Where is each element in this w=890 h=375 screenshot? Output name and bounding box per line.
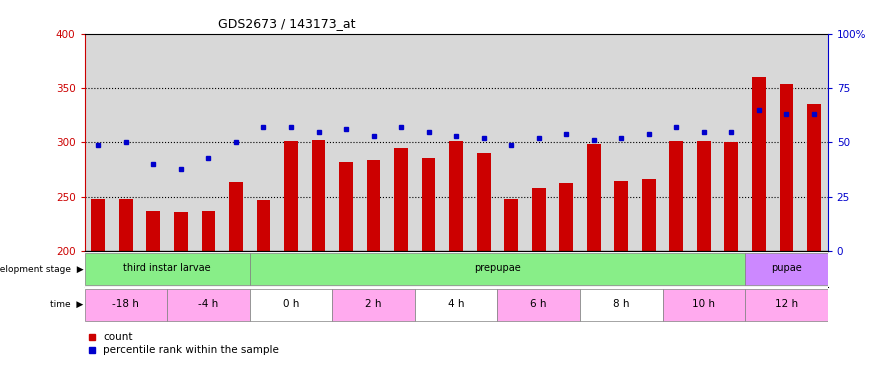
Text: -4 h: -4 h xyxy=(198,299,219,309)
Bar xyxy=(807,104,821,251)
Bar xyxy=(745,289,828,321)
Text: count: count xyxy=(103,332,133,342)
Bar xyxy=(662,289,745,321)
Bar xyxy=(147,211,160,251)
Bar xyxy=(394,148,408,251)
Bar xyxy=(477,153,490,251)
Bar xyxy=(85,253,250,285)
Text: -18 h: -18 h xyxy=(112,299,139,309)
Bar xyxy=(752,77,765,251)
Bar xyxy=(669,141,684,251)
Text: GDS2673 / 143173_at: GDS2673 / 143173_at xyxy=(218,17,356,30)
Bar xyxy=(250,289,332,321)
Bar xyxy=(780,84,793,251)
Bar xyxy=(312,140,326,251)
Bar xyxy=(339,162,353,251)
Bar xyxy=(505,199,518,251)
Text: 4 h: 4 h xyxy=(448,299,465,309)
Bar xyxy=(167,289,250,321)
Text: percentile rank within the sample: percentile rank within the sample xyxy=(103,345,279,355)
Bar xyxy=(587,144,601,251)
Text: pupae: pupae xyxy=(771,263,802,273)
Bar xyxy=(201,211,215,251)
Bar xyxy=(256,200,271,251)
Text: 0 h: 0 h xyxy=(283,299,299,309)
Bar xyxy=(642,180,656,251)
Text: 2 h: 2 h xyxy=(365,299,382,309)
Bar xyxy=(559,183,573,251)
Text: 6 h: 6 h xyxy=(530,299,547,309)
Bar xyxy=(284,141,298,251)
Bar xyxy=(85,289,167,321)
Bar xyxy=(532,188,546,251)
Bar xyxy=(745,253,828,285)
Bar xyxy=(449,141,463,251)
Text: third instar larvae: third instar larvae xyxy=(124,263,211,273)
Bar xyxy=(614,180,628,251)
Text: 8 h: 8 h xyxy=(613,299,629,309)
Text: time  ▶: time ▶ xyxy=(51,300,84,309)
Bar xyxy=(724,142,738,251)
Bar xyxy=(174,212,188,251)
Text: prepupae: prepupae xyxy=(474,263,521,273)
Bar xyxy=(415,289,498,321)
Bar xyxy=(580,289,662,321)
Bar xyxy=(229,182,243,251)
Bar xyxy=(119,199,133,251)
Bar xyxy=(697,141,711,251)
Bar xyxy=(367,160,380,251)
Text: 10 h: 10 h xyxy=(692,299,716,309)
Bar xyxy=(92,199,105,251)
Text: development stage  ▶: development stage ▶ xyxy=(0,265,84,274)
Bar xyxy=(332,289,415,321)
Bar xyxy=(422,158,435,251)
Text: 12 h: 12 h xyxy=(775,299,798,309)
Bar xyxy=(250,253,745,285)
Bar xyxy=(498,289,580,321)
